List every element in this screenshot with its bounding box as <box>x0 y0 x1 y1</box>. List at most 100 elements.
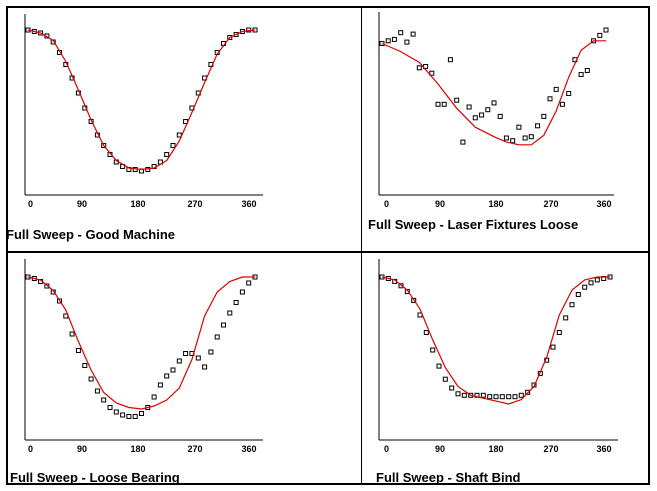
fit-curve <box>27 29 256 171</box>
data-point <box>208 349 214 355</box>
data-point <box>164 373 170 379</box>
x-tick-label: 0 <box>384 444 389 454</box>
data-point <box>404 39 410 45</box>
data-point <box>391 36 397 42</box>
data-point <box>603 27 609 33</box>
data-point <box>239 289 245 295</box>
data-point <box>195 355 201 361</box>
data-point <box>503 135 509 141</box>
x-tick-label: 90 <box>435 444 445 454</box>
x-tick-label: 360 <box>596 199 611 209</box>
data-point <box>120 412 126 418</box>
data-point <box>455 391 461 397</box>
data-point <box>442 376 448 382</box>
x-tick-label: 0 <box>28 444 33 454</box>
x-tick-label: 90 <box>435 199 445 209</box>
data-point <box>466 104 472 110</box>
data-point <box>491 100 497 106</box>
data-point <box>88 376 94 382</box>
data-point <box>214 334 220 340</box>
data-point <box>510 138 516 144</box>
x-tick-label: 0 <box>28 199 33 209</box>
x-tick-label: 270 <box>187 444 202 454</box>
data-point <box>493 394 499 400</box>
data-point <box>101 397 107 403</box>
data-point <box>479 112 485 118</box>
data-point <box>423 330 429 335</box>
data-point <box>506 394 512 400</box>
data-point <box>157 382 163 388</box>
data-point <box>516 124 522 130</box>
data-point <box>170 367 176 373</box>
data-point <box>597 32 603 38</box>
x-tick-label: 270 <box>187 199 202 209</box>
plot-title-laser-fixtures-loose: Full Sweep - Laser Fixtures Loose <box>368 217 579 232</box>
plot-title-shaft-bind: Full Sweep - Shaft Bind <box>376 470 521 485</box>
data-point <box>113 409 119 415</box>
figure-frame <box>6 6 650 485</box>
data-point <box>528 134 534 140</box>
x-tick-label: 270 <box>543 199 558 209</box>
data-point <box>541 113 547 119</box>
data-point <box>107 405 113 410</box>
data-point <box>436 363 442 369</box>
fit-curve <box>381 276 610 405</box>
data-point <box>461 392 467 398</box>
data-point <box>132 414 138 419</box>
data-point <box>227 310 233 316</box>
x-tick-label: 360 <box>596 444 611 454</box>
data-point <box>139 411 144 416</box>
data-point <box>454 97 460 103</box>
fit-curve <box>381 40 606 146</box>
data-point <box>512 394 518 400</box>
data-point <box>578 72 584 77</box>
x-tick-label: 0 <box>384 199 389 209</box>
data-point <box>559 101 565 107</box>
data-point <box>82 363 88 368</box>
data-point <box>385 38 391 44</box>
data-point <box>398 30 404 36</box>
data-point <box>233 300 239 305</box>
horizontal-divider <box>6 251 650 253</box>
data-point <box>170 143 176 148</box>
x-tick-label: 180 <box>130 199 145 209</box>
data-point <box>202 364 208 370</box>
vertical-divider <box>361 6 362 485</box>
fit-curve <box>27 276 255 410</box>
data-point <box>183 351 189 356</box>
data-point <box>518 392 524 398</box>
data-point <box>588 280 594 286</box>
data-point <box>575 292 581 297</box>
data-point <box>556 330 562 335</box>
data-point <box>151 394 157 400</box>
data-point <box>410 31 416 37</box>
data-point <box>398 283 404 289</box>
data-point <box>176 358 182 364</box>
data-point <box>164 152 170 157</box>
plot-title-loose-bearing: Full Sweep - Loose Bearing <box>10 470 180 485</box>
data-point <box>550 344 556 350</box>
data-point <box>472 115 478 121</box>
data-point <box>126 414 132 419</box>
data-point <box>499 394 505 400</box>
x-tick-label: 360 <box>241 199 256 209</box>
x-tick-label: 360 <box>241 444 256 454</box>
x-tick-label: 90 <box>77 199 87 209</box>
data-point <box>584 68 590 73</box>
data-point <box>449 385 455 391</box>
data-point <box>75 348 81 353</box>
data-point <box>487 394 493 400</box>
data-point <box>547 96 553 102</box>
data-point <box>221 322 226 328</box>
data-point <box>485 107 491 113</box>
x-tick-label: 180 <box>488 444 503 454</box>
data-point <box>416 65 422 71</box>
data-point <box>447 57 453 63</box>
data-point <box>441 101 447 107</box>
data-point <box>566 91 572 96</box>
data-point <box>429 70 435 76</box>
data-point <box>563 315 569 321</box>
data-point <box>480 392 486 398</box>
data-point <box>569 302 575 308</box>
